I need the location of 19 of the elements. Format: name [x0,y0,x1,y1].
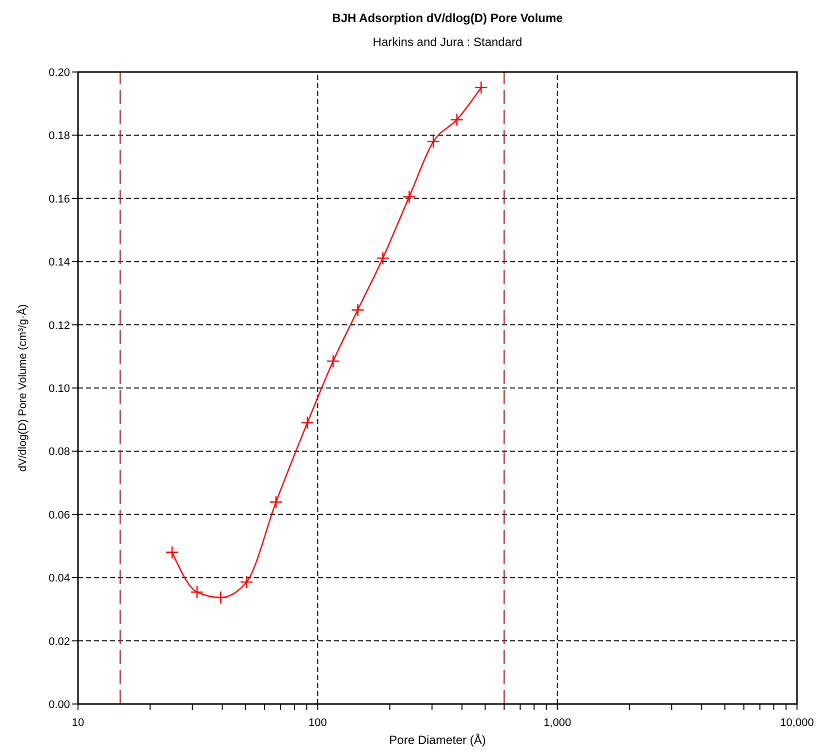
x-axis-title: Pore Diameter (Å) [389,733,486,747]
y-tick-label: 0.00 [48,699,70,711]
y-tick-label: 0.12 [48,320,70,332]
y-tick-label: 0.02 [48,636,70,648]
y-tick-label: 0.16 [48,193,70,206]
chart-title: BJH Adsorption dV/dlog(D) Pore Volume [332,11,564,25]
x-tick-label: 10,000 [780,717,814,729]
x-tick-label: 1,000 [544,717,572,729]
chart-subtitle: Harkins and Jura : Standard [372,35,522,49]
y-tick-label: 0.20 [48,67,70,79]
y-tick-label: 0.10 [48,383,70,395]
x-tick-label: 100 [308,717,327,729]
x-tick-label: 10 [72,717,84,729]
y-tick-label: 0.14 [48,256,70,269]
y-tick-label: 0.08 [48,446,70,458]
y-tick-label: 0.06 [48,509,70,522]
y-axis-title: dV/dlog(D) Pore Volume (cm³/g·Å) [16,304,29,472]
y-tick-label: 0.04 [48,572,70,585]
y-tick-label: 0.18 [48,130,70,142]
